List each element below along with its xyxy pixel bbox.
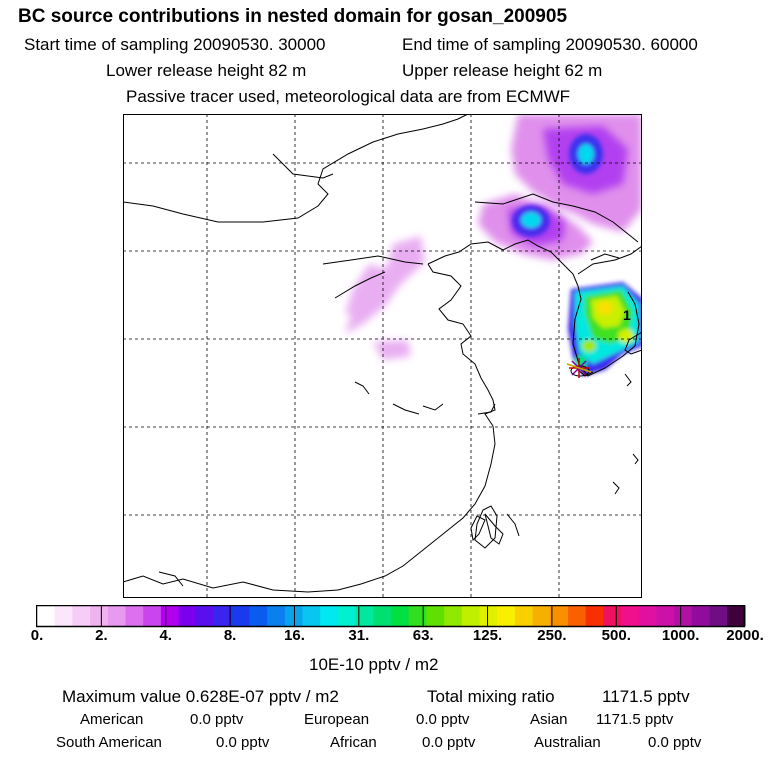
colorbar-cell [621,606,640,626]
colorbar-cell [638,606,657,626]
colorbar-tick-label: 8. [223,627,237,644]
colorbar-cell [444,606,463,626]
colorbar-cell [709,606,728,626]
colorbar-unit: 10E-10 pptv / m2 [309,655,439,674]
colorbar-cell [196,606,215,626]
colorbar-cell [568,606,587,626]
colorbar-cell [125,606,144,626]
upper-height-text: Upper release height 62 m [402,61,603,80]
colorbar-cell [479,606,498,626]
asian-label: Asian [530,711,568,728]
colorbar [36,605,746,628]
asian-value: 1171.5 pptv [596,711,674,728]
star-marker [566,358,592,378]
colorbar-cell [37,606,56,626]
max-value-text: Maximum value 0.628E-07 pptv / m2 [62,687,339,706]
colorbar-cell [550,606,569,626]
colorbar-cell [178,606,197,626]
start-time-text: Start time of sampling 20090530. 30000 [24,35,326,54]
colorbar-cell [691,606,711,626]
colorbar-cell [107,606,126,626]
european-value: 0.0 pptv [416,711,470,728]
colorbar-cell [337,606,357,626]
colorbar-tick-label: 31. [348,627,370,644]
taiwan-outline [474,505,498,549]
coastlines [123,114,642,593]
african-value: 0.0 pptv [422,734,476,751]
colorbar-cell [603,606,622,626]
south-american-label: South American [56,734,162,751]
african-label: African [330,734,377,751]
colorbar-cell [302,606,321,626]
lower-height-text: Lower release height 82 m [106,61,307,80]
contribution-map: 1 [123,114,642,598]
american-label: American [80,711,144,728]
colorbar-cell [160,606,180,626]
colorbar-cell [54,606,73,626]
south-american-value: 0.0 pptv [216,734,270,751]
colorbar-tick-label: 63. [412,627,434,644]
australian-label: Australian [534,734,601,751]
colorbar-cell [408,606,427,626]
colorbar-cell [514,606,534,626]
colorbar-cell [727,606,746,626]
japan-outline [624,331,642,355]
total-mixing-label: Total mixing ratio [427,687,555,706]
colorbar-cell [656,606,675,626]
colorbar-cell [497,606,516,626]
colorbar-tick-label: 125. [472,627,503,644]
colorbar-tick-label: 2. [95,627,108,644]
colorbar-cell [231,606,250,626]
colorbar-cell [373,606,392,626]
colorbar-cell [532,606,551,626]
plume-west [345,236,425,360]
plume-korea [568,282,642,376]
colorbar-cell [267,606,286,626]
colorbar-cell [320,606,339,626]
colorbar-tick-label: 500. [601,627,631,644]
plume-north-blue [512,134,603,237]
european-label: European [304,711,370,728]
colorbar-tick-label: 16. [284,627,305,644]
end-time-text: End time of sampling 20090530. 60000 [402,35,698,54]
colorbar-tick-label: 4. [159,627,172,644]
colorbar-tick-label: 2000. [726,627,764,644]
colorbar-tick-label: 1000. [661,627,700,644]
colorbar-cell [426,606,445,626]
colorbar-cell [72,606,91,626]
grid-lines [123,114,642,598]
colorbar-cell [214,606,233,626]
american-value: 0.0 pptv [190,711,244,728]
colorbar-cell [461,606,480,626]
colorbar-cell [674,606,693,626]
colorbar-tick-label: 0. [30,627,44,644]
colorbar-tick-label: 250. [537,627,567,644]
tracer-note-text: Passive tracer used, meteorological data… [126,87,571,106]
colorbar-cell [585,606,604,626]
colorbar-cell [249,606,268,626]
colorbar-cell [391,606,410,626]
colorbar-cell [143,606,162,626]
colorbar-cell [355,606,374,626]
colorbar-cell [90,606,109,626]
receptor-label: 1 [623,307,631,323]
plot-title: BC source contributions in nested domain… [18,6,568,27]
australian-value: 0.0 pptv [648,734,702,751]
colorbar-cell [284,606,303,626]
total-mixing-value: 1171.5 pptv [602,687,690,706]
